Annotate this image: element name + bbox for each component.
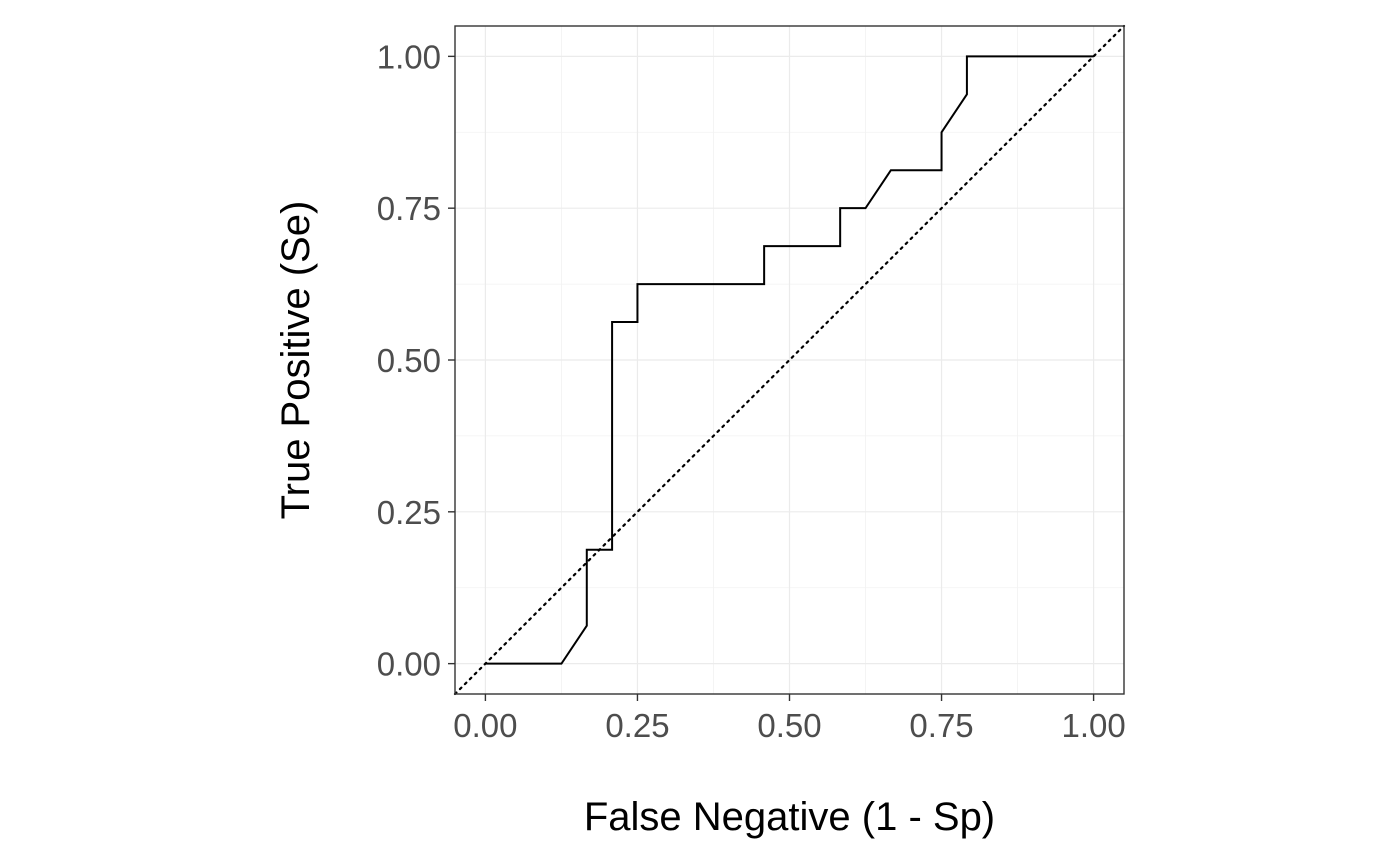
- series-layer: [453, 24, 1126, 696]
- x-tick-label: 0.00: [453, 707, 517, 744]
- x-tick-label: 0.50: [757, 707, 821, 744]
- y-tick-label: 0.00: [377, 646, 441, 683]
- y-tick-label: 0.75: [377, 190, 441, 227]
- y-tick-label: 0.50: [377, 342, 441, 379]
- tick-layer: 0.00 0.25 0.50 0.75 1.00 0.00 0.25 0.50 0.75 1.00: [377, 38, 1126, 744]
- y-axis-title: True Positive (Se): [274, 201, 318, 520]
- roc-curve-line: [485, 55, 1094, 665]
- x-tick-label: 0.25: [605, 707, 669, 744]
- y-tick-label: 1.00: [377, 38, 441, 75]
- y-tick-label: 0.25: [377, 494, 441, 531]
- x-tick-label: 1.00: [1061, 707, 1125, 744]
- x-tick-label: 0.75: [909, 707, 973, 744]
- x-axis-title: False Negative (1 - Sp): [584, 795, 995, 839]
